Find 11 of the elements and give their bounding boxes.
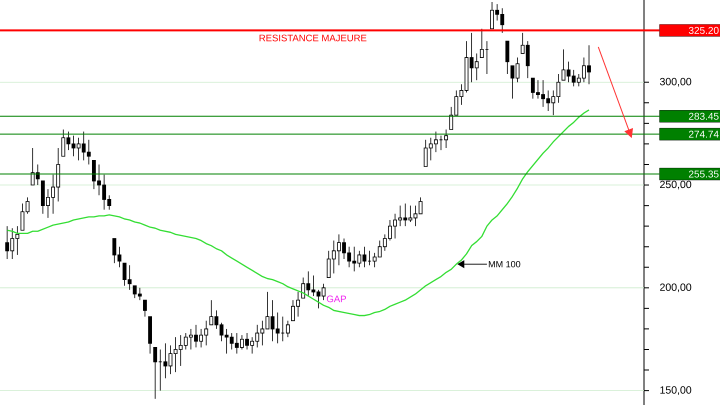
ref-line-label: 283.45 bbox=[688, 112, 719, 120]
annotation: RESISTANCE MAJEURE bbox=[260, 34, 366, 42]
y-tick-label: 250,00 bbox=[660, 180, 692, 190]
ref-line-label: 274.74 bbox=[688, 130, 719, 138]
ref-line-label: 325.20 bbox=[688, 26, 719, 34]
y-tick-label: 150,00 bbox=[660, 386, 692, 395]
annotation: GAP bbox=[326, 296, 346, 302]
text: MM 100 bbox=[488, 260, 520, 268]
y-tick-label: 200,00 bbox=[660, 283, 692, 292]
y-tick-label: 300,00 bbox=[660, 78, 692, 87]
ref-line-label: 255.35 bbox=[688, 170, 719, 178]
